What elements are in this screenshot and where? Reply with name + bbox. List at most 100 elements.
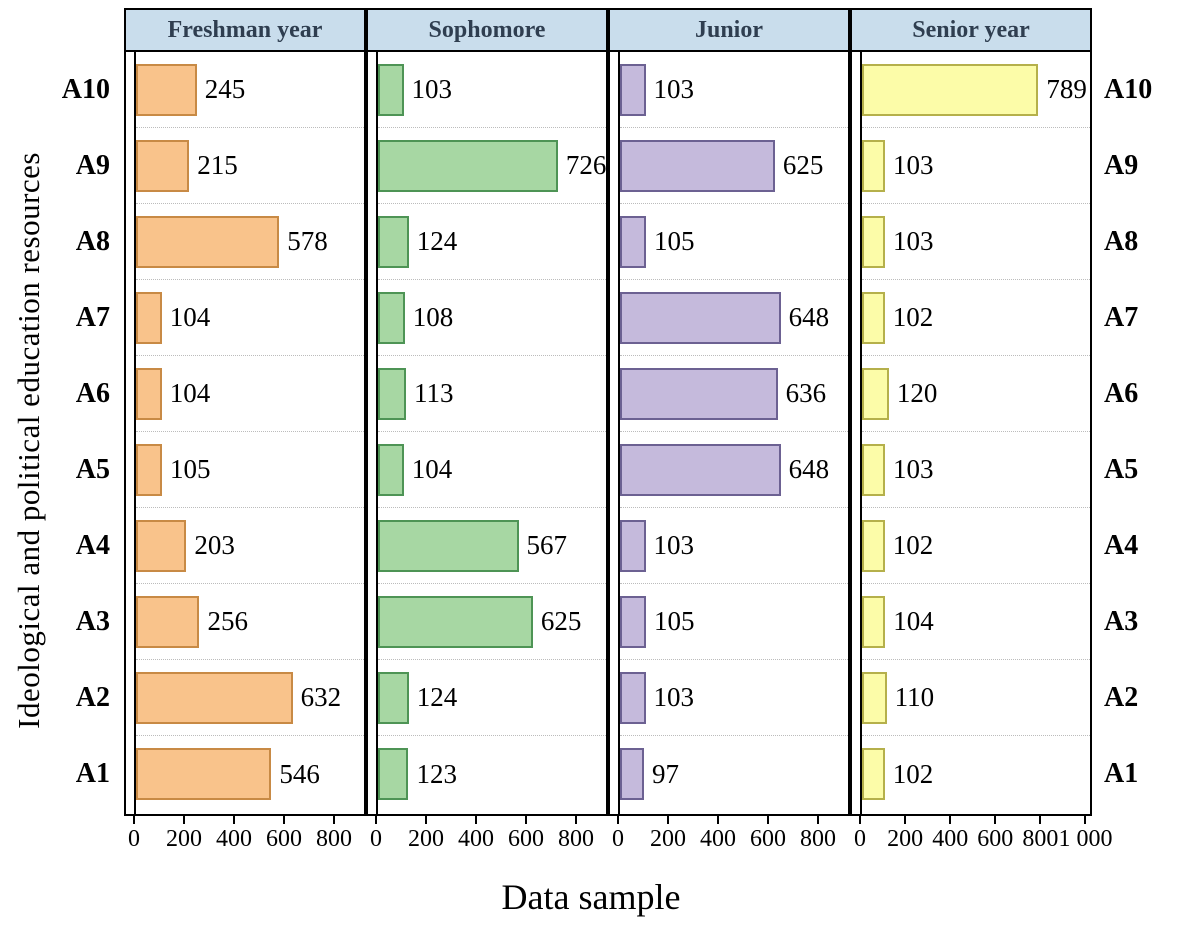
bar-row: 104 — [378, 432, 606, 508]
bar-row: 648 — [620, 280, 848, 356]
tick-label: 200 — [650, 826, 686, 852]
bar — [136, 595, 200, 648]
panel-axis: 0 200 400 600 800 — [612, 816, 848, 872]
bar-row: 578 — [136, 204, 364, 280]
bar — [136, 215, 280, 268]
panel: Sophomore 103 726 124 108 113 104 567 625 124 123 0… — [366, 8, 608, 872]
bar — [862, 748, 885, 800]
bar-value-label: 103 — [653, 682, 695, 712]
bar — [620, 215, 646, 268]
bar-value-label: 124 — [416, 682, 458, 712]
bar-row: 546 — [136, 736, 364, 812]
panel-axis: 0 200 400 600 800 — [370, 816, 606, 872]
bar — [136, 443, 162, 496]
panels-container: Freshman year 245 215 578 104 104 105 203 256 632… — [124, 8, 1112, 872]
bar — [378, 595, 533, 648]
category-label: A5 — [1104, 454, 1139, 485]
panel-header: Senior year — [850, 8, 1092, 52]
category-label: A6 — [1104, 378, 1139, 409]
bar — [136, 519, 187, 572]
tick-mark — [904, 816, 907, 824]
bar-value-label: 108 — [412, 302, 454, 332]
category-label: A9 — [1104, 150, 1139, 181]
tick-label: 0 — [370, 826, 382, 852]
bar-value-label: 104 — [169, 302, 211, 332]
category-label: A8 — [1104, 226, 1139, 257]
bar-value-label: 104 — [411, 454, 453, 484]
category-label: A4 — [1104, 530, 1139, 561]
bar-value-label: 103 — [893, 226, 934, 256]
category-label: A6 — [75, 378, 110, 409]
bar-value-label: 103 — [653, 74, 695, 104]
bar-value-label: 97 — [652, 758, 680, 789]
bar-value-label: 104 — [893, 606, 934, 636]
tick-label: 400 — [700, 826, 736, 852]
bar-row: 123 — [378, 736, 606, 812]
bar-row: 256 — [136, 584, 364, 660]
category-row: A3 — [1092, 584, 1162, 660]
bar-row: 103 — [862, 204, 1090, 280]
category-row: A2 — [54, 660, 124, 736]
tick-mark — [767, 816, 769, 824]
tick-label: 400 — [932, 826, 969, 852]
bar-row: 245 — [136, 52, 364, 128]
bar-value-label: 120 — [896, 378, 938, 408]
bar-value-label: 625 — [782, 150, 824, 180]
category-row: A6 — [1092, 356, 1162, 432]
plot-area: 789 103 103 102 120 103 102 104 110 102 — [860, 52, 1090, 814]
bar-row: 104 — [862, 584, 1090, 660]
bar-row: 124 — [378, 660, 606, 736]
tick-label: 200 — [166, 826, 202, 852]
header-spacer — [54, 8, 124, 52]
tick-label: 400 — [216, 826, 252, 852]
category-label: A4 — [75, 530, 110, 561]
chart-figure: Ideological and political education reso… — [11, 8, 1162, 872]
bar-row: 625 — [378, 584, 606, 660]
category-label: A1 — [1104, 758, 1139, 789]
category-row: A1 — [1092, 736, 1162, 812]
bar-row: 103 — [620, 52, 848, 128]
tick-label: 800 — [800, 826, 836, 852]
bar-row: 103 — [378, 52, 606, 128]
category-label: A9 — [75, 150, 110, 181]
panel: Junior 103 625 105 648 636 648 103 105 103 97 0 200 4… — [608, 8, 850, 872]
tick-label: 200 — [408, 826, 444, 852]
bar-value-label: 789 — [1046, 74, 1087, 104]
y-axis-title: Ideological and political education reso… — [11, 151, 46, 729]
bar-value-label: 103 — [893, 150, 934, 180]
tick-label: 200 — [887, 826, 924, 852]
bar-value-label: 113 — [413, 378, 454, 408]
category-label: A8 — [75, 226, 110, 257]
bar — [378, 443, 404, 496]
category-row: A8 — [54, 204, 124, 280]
bar — [862, 139, 886, 192]
bar-row: 648 — [620, 432, 848, 508]
bar-row: 203 — [136, 508, 364, 584]
tick-mark — [525, 816, 527, 824]
bar-row: 124 — [378, 204, 606, 280]
tick-mark — [233, 816, 235, 824]
tick-label: 600 — [750, 826, 786, 852]
tick-mark — [667, 816, 669, 824]
bar — [620, 367, 778, 420]
bar-row: 105 — [136, 432, 364, 508]
bar — [862, 671, 887, 724]
bar-row: 103 — [620, 660, 848, 736]
tick-label: 600 — [508, 826, 544, 852]
bar-value-label: 256 — [207, 606, 248, 636]
bar-row: 632 — [136, 660, 364, 736]
bar-row: 103 — [862, 128, 1090, 204]
bar-row: 104 — [136, 356, 364, 432]
bar-row: 104 — [136, 280, 364, 356]
category-row: A4 — [54, 508, 124, 584]
bar-row: 789 — [862, 52, 1090, 128]
bar-value-label: 105 — [170, 454, 211, 484]
bar-row: 567 — [378, 508, 606, 584]
bar-row: 636 — [620, 356, 848, 432]
category-row: A3 — [54, 584, 124, 660]
bar-row: 97 — [620, 736, 848, 812]
x-axis-title: Data sample — [501, 877, 681, 917]
bar-row: 110 — [862, 660, 1090, 736]
bar-value-label: 636 — [785, 378, 827, 408]
tick-mark — [949, 816, 952, 824]
